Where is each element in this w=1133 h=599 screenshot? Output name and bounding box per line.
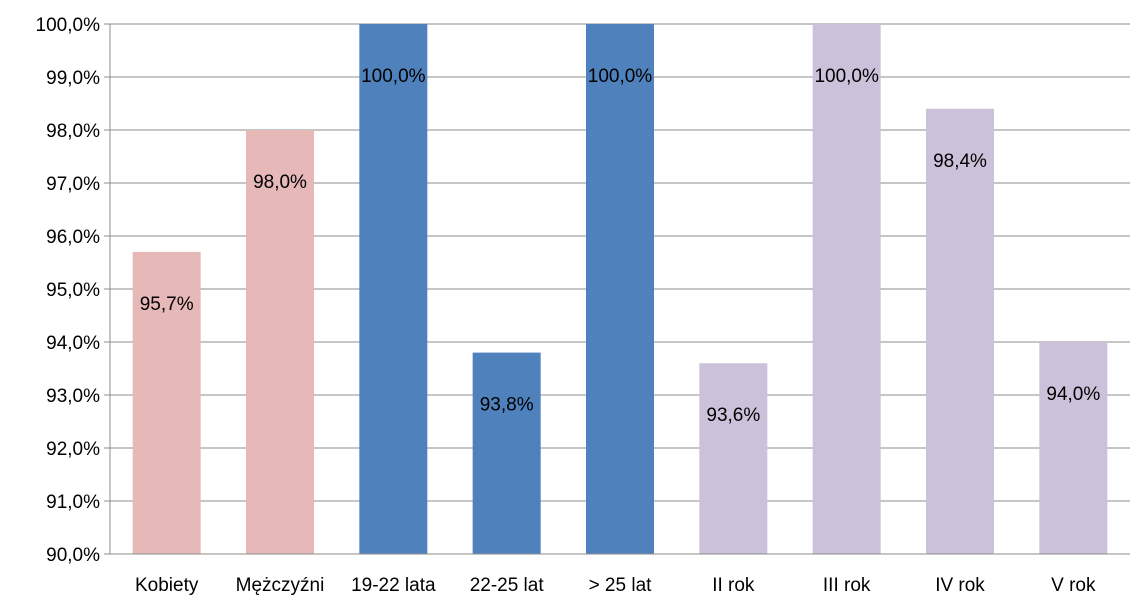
x-category-label: Kobiety — [135, 575, 199, 596]
data-label: 100,0% — [588, 66, 653, 87]
y-tick-label: 91,0% — [46, 492, 100, 513]
x-category-labels: Kobiety Mężczyźni 19-22 lata 22-25 lat > 25 … — [135, 575, 1096, 596]
data-label: 94,0% — [1046, 384, 1100, 405]
bar — [926, 108, 994, 555]
x-category-label: > 25 lat — [589, 575, 653, 596]
y-tick-label: 96,0% — [46, 227, 100, 248]
x-category-label: IV rok — [935, 575, 985, 596]
bar — [586, 24, 654, 554]
bar — [812, 24, 881, 554]
bar — [132, 251, 201, 554]
x-category-label: III rok — [823, 575, 871, 596]
x-category-label: 22-25 lat — [470, 575, 545, 596]
bars — [132, 24, 1108, 555]
y-tick-label: 92,0% — [46, 439, 100, 460]
bar — [359, 24, 428, 554]
y-tick-label: 99,0% — [46, 68, 100, 89]
axes — [104, 24, 1130, 555]
data-label: 93,6% — [706, 405, 760, 426]
data-label: 98,4% — [933, 151, 987, 172]
x-category-label: II rok — [712, 575, 755, 596]
x-category-label: Mężczyźni — [236, 575, 325, 596]
x-category-label: V rok — [1051, 575, 1096, 596]
y-tick-label: 90,0% — [46, 545, 100, 566]
y-tick-labels: 90,0% 91,0% 92,0% 93,0% 94,0% 95,0% 96,0% 97,0%… — [36, 15, 101, 566]
bar — [472, 352, 541, 554]
data-label: 100,0% — [361, 66, 426, 87]
y-tick-label: 98,0% — [46, 121, 100, 142]
y-tick-label: 93,0% — [46, 386, 100, 407]
x-category-label: 19-22 lata — [351, 575, 436, 596]
data-label: 100,0% — [814, 66, 879, 87]
y-tick-label: 100,0% — [36, 15, 101, 36]
y-tick-label: 97,0% — [46, 174, 100, 195]
data-label: 98,0% — [253, 172, 307, 193]
data-label: 95,7% — [140, 294, 194, 315]
data-labels: 95,7% 98,0% 100,0% 93,8% 100,0% 93,6% 100,0% 98… — [140, 66, 1101, 426]
bar — [1039, 342, 1108, 554]
y-tick-label: 95,0% — [46, 280, 100, 301]
bar — [699, 363, 768, 554]
data-label: 93,8% — [480, 395, 534, 416]
bar — [246, 130, 314, 554]
y-tick-label: 94,0% — [46, 333, 100, 354]
